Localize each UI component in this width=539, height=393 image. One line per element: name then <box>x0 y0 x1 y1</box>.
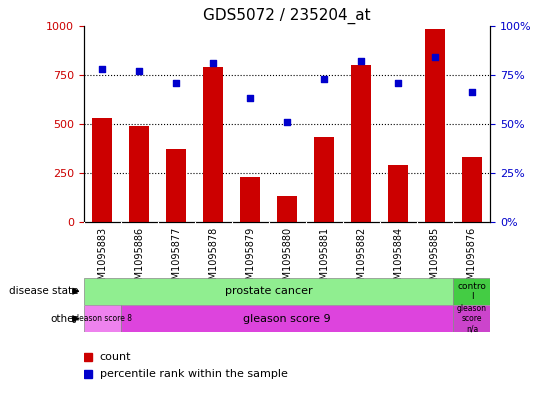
Bar <box>121 305 453 332</box>
Bar <box>351 65 371 222</box>
Point <box>393 79 402 86</box>
Bar <box>129 126 149 222</box>
Bar <box>277 195 297 222</box>
Point <box>320 75 328 82</box>
Point <box>282 119 291 125</box>
Text: gleason
score
n/a: gleason score n/a <box>457 304 487 334</box>
Text: GSM1095878: GSM1095878 <box>208 226 218 292</box>
Text: contro
l: contro l <box>458 281 486 301</box>
Text: GSM1095880: GSM1095880 <box>282 226 292 292</box>
Text: GSM1095886: GSM1095886 <box>134 226 144 292</box>
Bar <box>92 118 112 222</box>
Text: GSM1095879: GSM1095879 <box>245 226 255 292</box>
Text: GSM1095884: GSM1095884 <box>393 226 403 292</box>
Text: GSM1095883: GSM1095883 <box>97 226 107 292</box>
Point <box>431 54 439 60</box>
Text: percentile rank within the sample: percentile rank within the sample <box>100 369 288 379</box>
Point <box>98 66 106 72</box>
Point <box>135 68 143 74</box>
Text: prostate cancer: prostate cancer <box>225 286 312 296</box>
Point <box>357 58 365 64</box>
Text: gleason score 8: gleason score 8 <box>72 314 132 323</box>
Point <box>209 60 217 66</box>
Bar <box>314 136 334 222</box>
Bar <box>84 305 121 332</box>
Text: other: other <box>50 314 78 324</box>
Text: GSM1095877: GSM1095877 <box>171 226 181 292</box>
Title: GDS5072 / 235204_at: GDS5072 / 235204_at <box>203 8 371 24</box>
Bar <box>453 278 490 305</box>
Bar <box>203 67 223 222</box>
Text: count: count <box>100 352 132 362</box>
Bar <box>453 305 490 332</box>
Point <box>246 95 254 101</box>
Bar <box>240 177 260 222</box>
Text: GSM1095885: GSM1095885 <box>430 226 440 292</box>
Bar <box>425 29 445 222</box>
Point <box>468 89 476 95</box>
Bar <box>462 157 482 222</box>
Text: GSM1095876: GSM1095876 <box>467 226 477 292</box>
Text: disease state: disease state <box>9 286 78 296</box>
Text: GSM1095882: GSM1095882 <box>356 226 366 292</box>
Bar <box>388 165 408 222</box>
Bar <box>166 149 186 222</box>
Point <box>172 79 181 86</box>
Text: gleason score 9: gleason score 9 <box>243 314 331 324</box>
Text: GSM1095881: GSM1095881 <box>319 226 329 292</box>
